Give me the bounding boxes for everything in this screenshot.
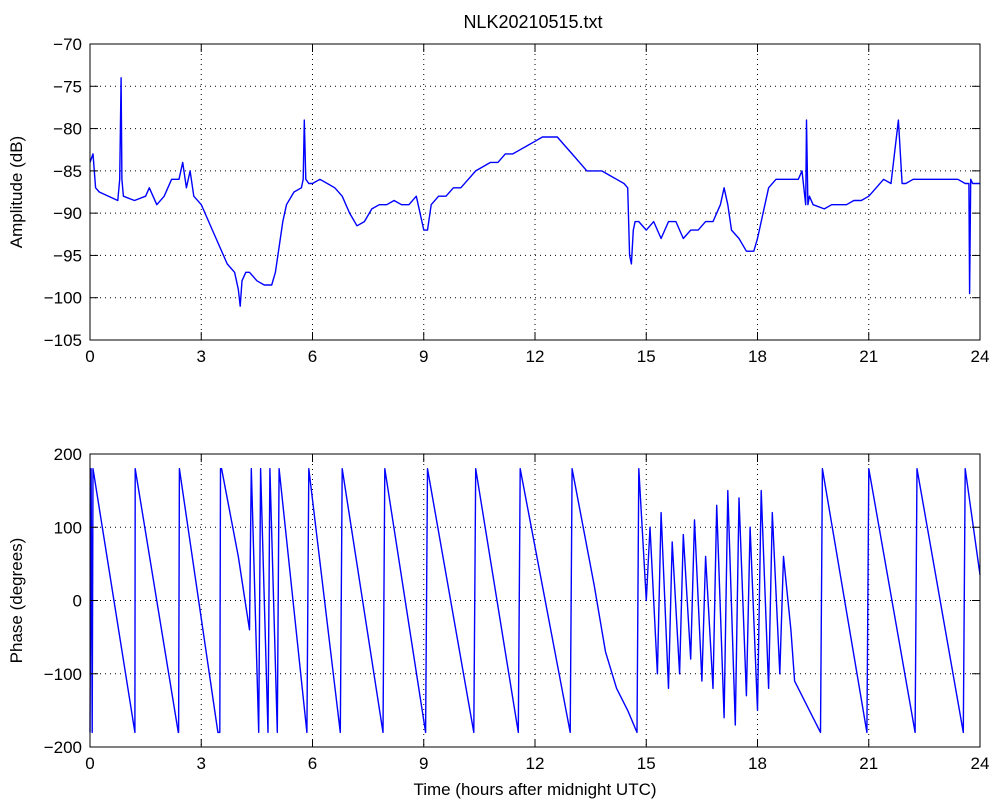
phase-y-tick-label: −200 [44, 738, 82, 757]
chart-title: NLK20210515.txt [463, 12, 602, 32]
phase-x-axis-label: Time (hours after midnight UTC) [413, 780, 656, 799]
phase-x-tick-label: 18 [748, 754, 767, 773]
amplitude-y-tick-label: −95 [53, 246, 82, 265]
phase-y-axis-label: Phase (degrees) [7, 538, 26, 664]
phase-y-tick-label: −100 [44, 665, 82, 684]
phase-x-tick-label: 12 [526, 754, 545, 773]
amplitude-y-tick-label: −80 [53, 120, 82, 139]
phase-y-tick-label: 100 [54, 518, 82, 537]
phase-x-tick-label: 3 [197, 754, 206, 773]
phase-x-tick-label: 21 [859, 754, 878, 773]
amplitude-x-tick-label: 9 [419, 347, 428, 366]
amplitude-y-axis-label: Amplitude (dB) [7, 136, 26, 248]
amplitude-x-tick-label: 21 [859, 347, 878, 366]
phase-x-tick-label: 15 [637, 754, 656, 773]
amplitude-x-tick-label: 0 [85, 347, 94, 366]
amplitude-y-tick-label: −75 [53, 77, 82, 96]
amplitude-y-tick-label: −100 [44, 289, 82, 308]
amplitude-series-line [89, 77, 980, 307]
phase-x-tick-label: 6 [308, 754, 317, 773]
amplitude-x-tick-label: 15 [637, 347, 656, 366]
phase-y-tick-label: 0 [73, 592, 82, 611]
amplitude-y-tick-label: −85 [53, 162, 82, 181]
amplitude-y-tick-label: −70 [53, 35, 82, 54]
amplitude-y-tick-label: −90 [53, 204, 82, 223]
amplitude-x-tick-label: 3 [197, 347, 206, 366]
amplitude-x-tick-label: 12 [526, 347, 545, 366]
phase-series-line [89, 468, 981, 734]
phase-x-tick-label: 24 [971, 754, 990, 773]
amplitude-x-tick-label: 18 [748, 347, 767, 366]
amplitude-y-tick-label: −105 [44, 331, 82, 350]
amplitude-x-tick-label: 24 [971, 347, 990, 366]
phase-x-tick-label: 0 [85, 754, 94, 773]
amplitude-panel: 0 3 6 9 12 15 18 21 24 −105 −100 −95 −90 −85 −80 −75 −70… [7, 35, 989, 366]
phase-y-tick-label: 200 [54, 445, 82, 464]
phase-x-tick-label: 9 [419, 754, 428, 773]
phase-panel: 0 3 6 9 12 15 18 21 24 −200 −100 0 100 200 Phase (degr… [7, 445, 989, 799]
amplitude-x-tick-label: 6 [308, 347, 317, 366]
